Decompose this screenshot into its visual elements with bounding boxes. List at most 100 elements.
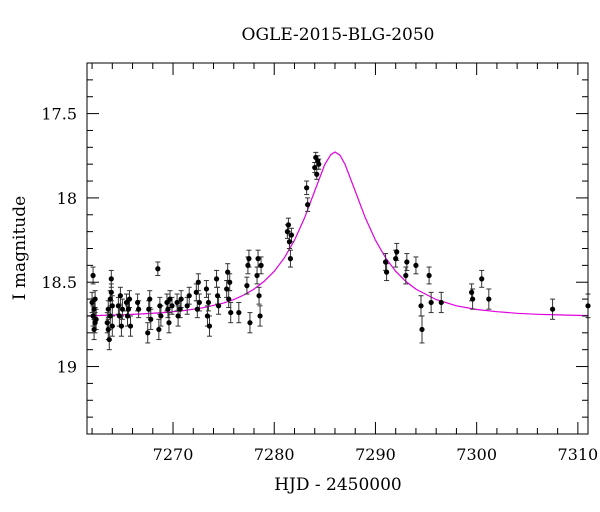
data-point	[428, 299, 434, 306]
data-point	[394, 249, 400, 255]
data-point	[109, 323, 115, 329]
data-point	[178, 296, 184, 302]
data-point	[169, 303, 175, 309]
data-point	[105, 306, 111, 312]
data-point	[146, 306, 152, 312]
data-point	[382, 259, 389, 265]
data-point	[426, 272, 432, 279]
data-point	[256, 293, 262, 299]
data-point	[285, 222, 292, 228]
data-point	[404, 259, 410, 265]
data-point	[286, 239, 293, 245]
data-point	[224, 286, 230, 292]
data-point	[194, 306, 200, 312]
data-point	[135, 299, 141, 306]
data-point	[155, 266, 161, 272]
data-point	[258, 262, 264, 268]
y-tick-label: 19	[57, 358, 77, 377]
data-point	[486, 296, 492, 302]
data-point	[470, 296, 476, 302]
y-tick-labels: 17.5 18 18.5 19	[41, 105, 77, 377]
data-point	[109, 303, 115, 309]
data-point	[127, 323, 134, 329]
y-tick-label: 17.5	[41, 105, 77, 124]
data-point	[215, 303, 222, 309]
data-point	[147, 296, 153, 302]
data-point	[125, 306, 132, 312]
data-point	[92, 296, 98, 302]
data-point	[227, 279, 233, 285]
data-point	[117, 293, 123, 299]
data-point	[479, 276, 485, 282]
x-axis-title: HJD - 2450000	[274, 475, 402, 495]
data-point	[312, 164, 318, 171]
data-point	[118, 323, 125, 329]
data-point	[186, 293, 192, 299]
data-point	[225, 269, 231, 275]
data-point	[193, 289, 199, 295]
data-point	[206, 323, 213, 329]
data-point	[304, 185, 310, 191]
data-point	[257, 313, 263, 319]
data-point	[549, 306, 556, 312]
data-point	[403, 272, 409, 279]
data-point	[245, 262, 251, 268]
data-point	[145, 330, 151, 336]
data-point	[196, 299, 202, 306]
y-tick-label: 18	[57, 189, 77, 208]
x-tick-label: 7300	[456, 445, 497, 464]
data-point	[156, 326, 162, 333]
data-point	[119, 306, 126, 312]
data-point	[284, 229, 290, 235]
data-point	[287, 256, 294, 262]
data-points	[89, 154, 591, 343]
data-point	[195, 279, 201, 285]
data-point	[115, 303, 121, 309]
data-point	[164, 299, 170, 306]
data-point	[108, 276, 114, 282]
data-point	[158, 313, 164, 319]
data-point	[123, 299, 130, 306]
data-point	[203, 286, 210, 292]
data-point	[228, 309, 234, 316]
data-point	[214, 293, 221, 299]
data-point	[236, 309, 242, 316]
data-point	[204, 313, 211, 319]
x-tick-label: 7280	[254, 445, 295, 464]
data-point	[177, 306, 183, 312]
data-point	[244, 283, 250, 289]
data-point	[213, 276, 220, 282]
data-point	[205, 299, 212, 306]
data-point	[383, 269, 390, 275]
data-point	[89, 299, 95, 306]
data-point	[184, 303, 190, 309]
data-point	[126, 296, 133, 302]
data-point	[165, 306, 171, 312]
data-point	[255, 256, 261, 262]
data-point	[136, 306, 142, 312]
x-tick-label: 7270	[153, 445, 194, 464]
data-point	[167, 296, 173, 302]
data-point	[107, 296, 113, 302]
x-tick-label: 7290	[355, 445, 396, 464]
data-point	[166, 320, 172, 326]
data-point	[104, 320, 110, 326]
data-point	[226, 296, 232, 302]
data-point	[108, 289, 114, 295]
x-tick-labels: 7270 7280 7290 7300 7310	[153, 445, 599, 464]
data-point	[418, 303, 424, 309]
model-curve	[86, 151, 589, 317]
data-point	[174, 299, 180, 306]
data-point	[314, 171, 320, 177]
plot-frame	[86, 62, 589, 435]
data-point	[157, 303, 163, 309]
data-point	[247, 320, 253, 326]
data-point	[106, 336, 112, 343]
model-curve-group	[86, 151, 589, 317]
data-point	[90, 313, 96, 319]
data-point	[107, 313, 113, 319]
data-point	[90, 272, 96, 279]
y-tick-label: 18.5	[41, 273, 77, 292]
error-bars	[89, 151, 591, 351]
